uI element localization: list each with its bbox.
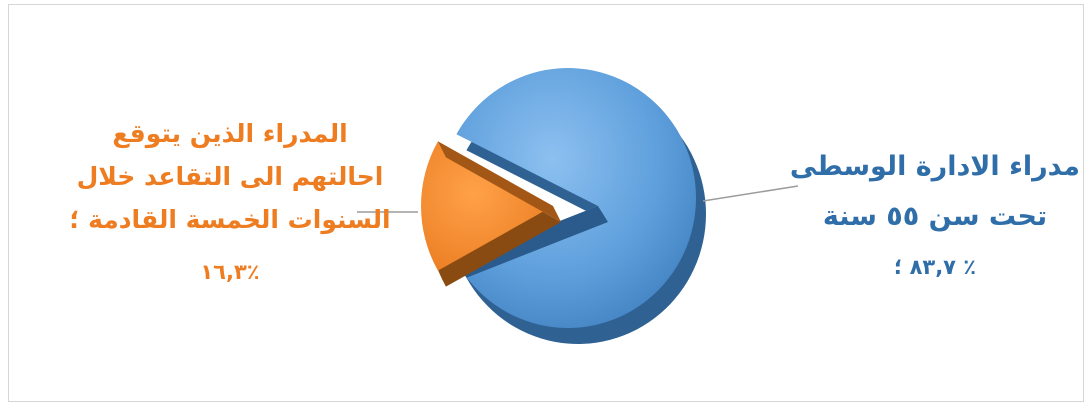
pie-slice-1-inner-wall [456, 206, 608, 278]
pie-slice-2-inner-wall [437, 141, 561, 222]
slice-1-value: ٪ ٨٣,٧ ؛ [893, 255, 977, 279]
slice-2-label-line-2: احالتهم الى التقاعد خلال [76, 162, 384, 191]
slice-2-value: ٪١٦,٣ [200, 260, 260, 284]
pie-slice-1 [456, 68, 696, 329]
slice-1-label-line-2: تحت سن ٥٥ سنة [822, 201, 1048, 232]
leader-line-right [702, 185, 799, 202]
pie-slice-2 [421, 141, 553, 271]
slice-2-label-line-1: المدراء الذين يتوقع [112, 119, 348, 148]
slice-1-label: مدراء الادارة الوسطى تحت سن ٥٥ سنة ٪ ٨٣,… [790, 142, 1080, 292]
slice-2-label: المدراء الذين يتوقع احالتهم الى التقاعد … [40, 112, 420, 294]
slice-1-label-line-1: مدراء الادارة الوسطى [789, 151, 1080, 182]
slice-2-label-line-3: السنوات الخمسة القادمة ؛ [69, 205, 391, 234]
